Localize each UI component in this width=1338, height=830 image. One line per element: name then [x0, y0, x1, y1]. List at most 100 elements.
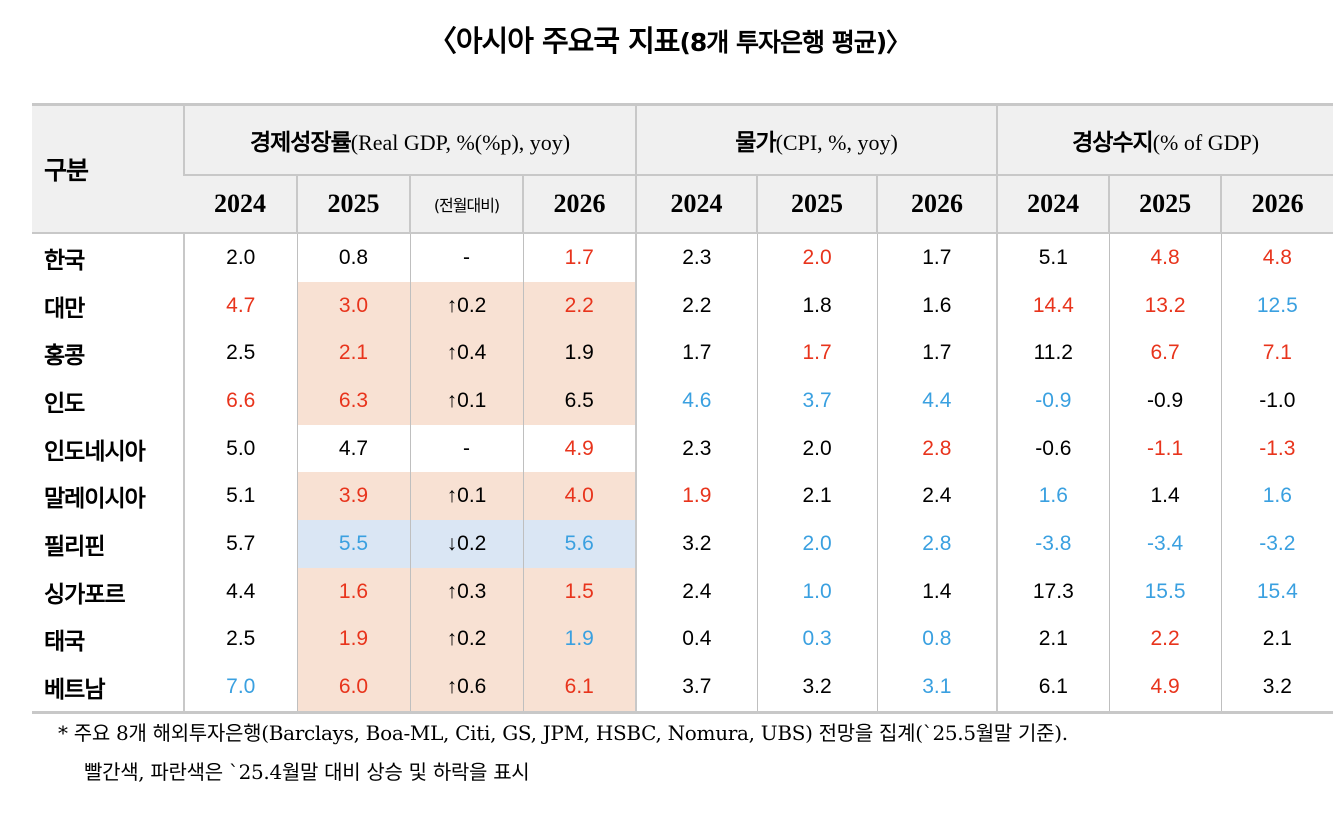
cell-gdp-2024: 2.5	[183, 615, 297, 664]
cell-gdp-2026: 1.9	[522, 615, 637, 664]
cell-gdp-2024: 4.4	[183, 567, 297, 616]
cell-ca-2024: 11.2	[996, 329, 1110, 378]
country-name: 인도네시아	[44, 438, 146, 465]
country-name: 베트남	[32, 663, 184, 714]
cell-gdp-2024: 2.5	[183, 329, 297, 378]
cell-cpi-2025: 3.2	[756, 663, 878, 714]
footnote-sources: * 주요 8개 해외투자은행(Barclays, Boa-ML, Citi, G…	[58, 721, 1068, 745]
cell-cpi-2024: 2.3	[635, 424, 758, 473]
cell-gdp-2024: 2.0	[183, 233, 297, 282]
col-header-cpi-2025: 2025	[756, 175, 878, 234]
cell-gdp-2025: 0.8	[296, 233, 410, 282]
cell-gdp-mom-change: ↑0.3	[409, 567, 523, 616]
cell-gdp-2025: 1.6	[296, 567, 410, 616]
cell-cpi-2026: 1.7	[876, 329, 998, 378]
cell-cpi-2026: 1.6	[876, 281, 998, 330]
cell-cpi-2026: 1.4	[876, 567, 998, 616]
cell-gdp-2024: 5.1	[183, 472, 297, 521]
country-name: 필리핀	[44, 533, 105, 560]
cell-ca-2024: 14.4	[996, 281, 1110, 330]
cell-gdp-2026: 2.2	[522, 281, 637, 330]
cell-ca-2025: 2.2	[1108, 615, 1222, 664]
cell-gdp-2025: 6.0	[296, 663, 410, 714]
cell-ca-2025: 4.8	[1108, 233, 1222, 282]
col-header-ca-2026: 2026	[1220, 175, 1334, 234]
cell-gdp-mom-change: ↑0.1	[409, 472, 523, 521]
cell-ca-2025: -3.4	[1108, 520, 1222, 568]
cell-cpi-2025: 1.0	[756, 567, 878, 616]
table-row: 인도 6.6 6.3 ↑0.1 6.5 4.6 3.7 4.4 -0.9 -0.9 -1.0	[32, 377, 1334, 425]
cell-gdp-2025: 3.9	[296, 472, 410, 521]
cell-ca-2024: -0.9	[996, 377, 1110, 425]
cell-cpi-2025: 2.1	[756, 472, 878, 521]
cell-gdp-mom-change: -	[409, 233, 523, 282]
cell-gdp-2024: 5.0	[183, 424, 297, 473]
cell-gdp-mom-change: ↑0.6	[409, 663, 523, 714]
cell-cpi-2024: 2.4	[635, 567, 758, 616]
cell-gdp-2026: 1.5	[522, 567, 637, 616]
cell-cpi-2026: 3.1	[876, 663, 998, 714]
cell-cpi-2025: 2.0	[756, 233, 878, 282]
country-name: 태국	[44, 629, 85, 656]
cell-ca-2024: -0.6	[996, 424, 1110, 473]
cell-cpi-2024: 0.4	[635, 615, 758, 664]
footnote-color-legend: 빨간색, 파란색은 `25.4월말 대비 상승 및 하락을 표시	[84, 760, 530, 784]
cell-cpi-2024: 3.2	[635, 520, 758, 568]
cell-cpi-2026: 4.4	[876, 377, 998, 425]
cell-gdp-2024: 4.7	[183, 281, 297, 330]
cell-ca-2026: 15.4	[1220, 567, 1334, 616]
cell-gdp-2024: 7.0	[183, 663, 297, 714]
cell-cpi-2026: 2.8	[876, 520, 998, 568]
table-header: 구분 경제성장률(Real GDP, %(%p), yoy) 물가(CPI, %…	[32, 104, 1334, 234]
group-header-gdp: 경제성장률(Real GDP, %(%p), yoy)	[182, 104, 637, 176]
cell-gdp-mom-change: ↑0.2	[409, 615, 523, 664]
cell-ca-2026: 7.1	[1220, 329, 1334, 378]
cell-cpi-2026: 1.7	[876, 233, 998, 282]
cell-gdp-2024: 6.6	[183, 377, 297, 425]
cell-ca-2026: -3.2	[1220, 520, 1334, 568]
country-name: 한국	[44, 247, 85, 274]
country-name: 홍콩	[44, 343, 85, 370]
cell-ca-2024: 17.3	[996, 567, 1110, 616]
table-body: 한국 2.0 0.8-1.7 2.3 2.0 1.7 5.1 4.8 4.8 대만 4.7 3.0 ↑0…	[32, 233, 1334, 714]
table-row: 필리핀 5.7 5.5 ↓0.2 5.6 3.2 2.0 2.8 -3.8 -3.4 -3.2	[32, 520, 1334, 568]
cell-ca-2026: 12.5	[1220, 281, 1334, 330]
table-row: 베트남 7.0 6.0 ↑0.6 6.1 3.7 3.2 3.1 6.1 4.9 3.2	[32, 663, 1334, 714]
cell-ca-2026: -1.0	[1220, 377, 1334, 425]
cell-gdp-2026: 1.9	[522, 329, 637, 378]
col-header-gdp-2024: 2024	[184, 175, 297, 234]
cell-gdp-mom-change: ↑0.1	[409, 377, 523, 425]
cell-gdp-2026: 1.7	[522, 233, 637, 282]
cell-ca-2026: 3.2	[1220, 663, 1334, 714]
cell-gdp-mom-change: ↑0.4	[409, 329, 523, 378]
cell-ca-2024: -3.8	[996, 520, 1110, 568]
cell-cpi-2025: 1.7	[756, 329, 878, 378]
cell-cpi-2025: 3.7	[756, 377, 878, 425]
cell-gdp-2026: 6.5	[522, 377, 637, 425]
cell-gdp-2025: 2.1	[296, 329, 410, 378]
cell-cpi-2025: 0.3	[756, 615, 878, 664]
asia-indicators-table: 구분 경제성장률(Real GDP, %(%p), yoy) 물가(CPI, %…	[32, 103, 1334, 714]
cell-ca-2025: -0.9	[1108, 377, 1222, 425]
cell-ca-2025: 13.2	[1108, 281, 1222, 330]
cell-ca-2025: 6.7	[1108, 329, 1222, 378]
cell-ca-2024: 2.1	[996, 615, 1110, 664]
group-header-cpi: 물가(CPI, %, yoy)	[635, 104, 998, 176]
country-name: 말레이시아	[44, 486, 146, 513]
col-header-cpi-2024: 2024	[635, 175, 758, 234]
cell-ca-2025: 1.4	[1108, 472, 1222, 521]
cell-gdp-2026: 6.1	[522, 663, 637, 714]
title-main: 〈아시아 주요국 지표	[427, 24, 681, 58]
row-header-label: 구분	[32, 104, 184, 234]
cell-cpi-2024: 4.6	[635, 377, 758, 425]
table-row: 인도네시아 5.0 4.7-4.9 2.3 2.0 2.8 -0.6 -1.1 -1.3	[32, 424, 1334, 473]
cell-cpi-2024: 2.2	[635, 281, 758, 330]
cell-gdp-mom-change: -	[409, 424, 523, 473]
col-header-gdp-2025: 2025	[296, 175, 410, 234]
cell-cpi-2024: 1.9	[635, 472, 758, 521]
cell-ca-2026: 2.1	[1220, 615, 1334, 664]
cell-gdp-2025: 1.9	[296, 615, 410, 664]
cell-ca-2025: -1.1	[1108, 424, 1222, 473]
cell-gdp-mom-change: ↓0.2	[409, 520, 523, 568]
country-name: 대만	[44, 295, 85, 322]
